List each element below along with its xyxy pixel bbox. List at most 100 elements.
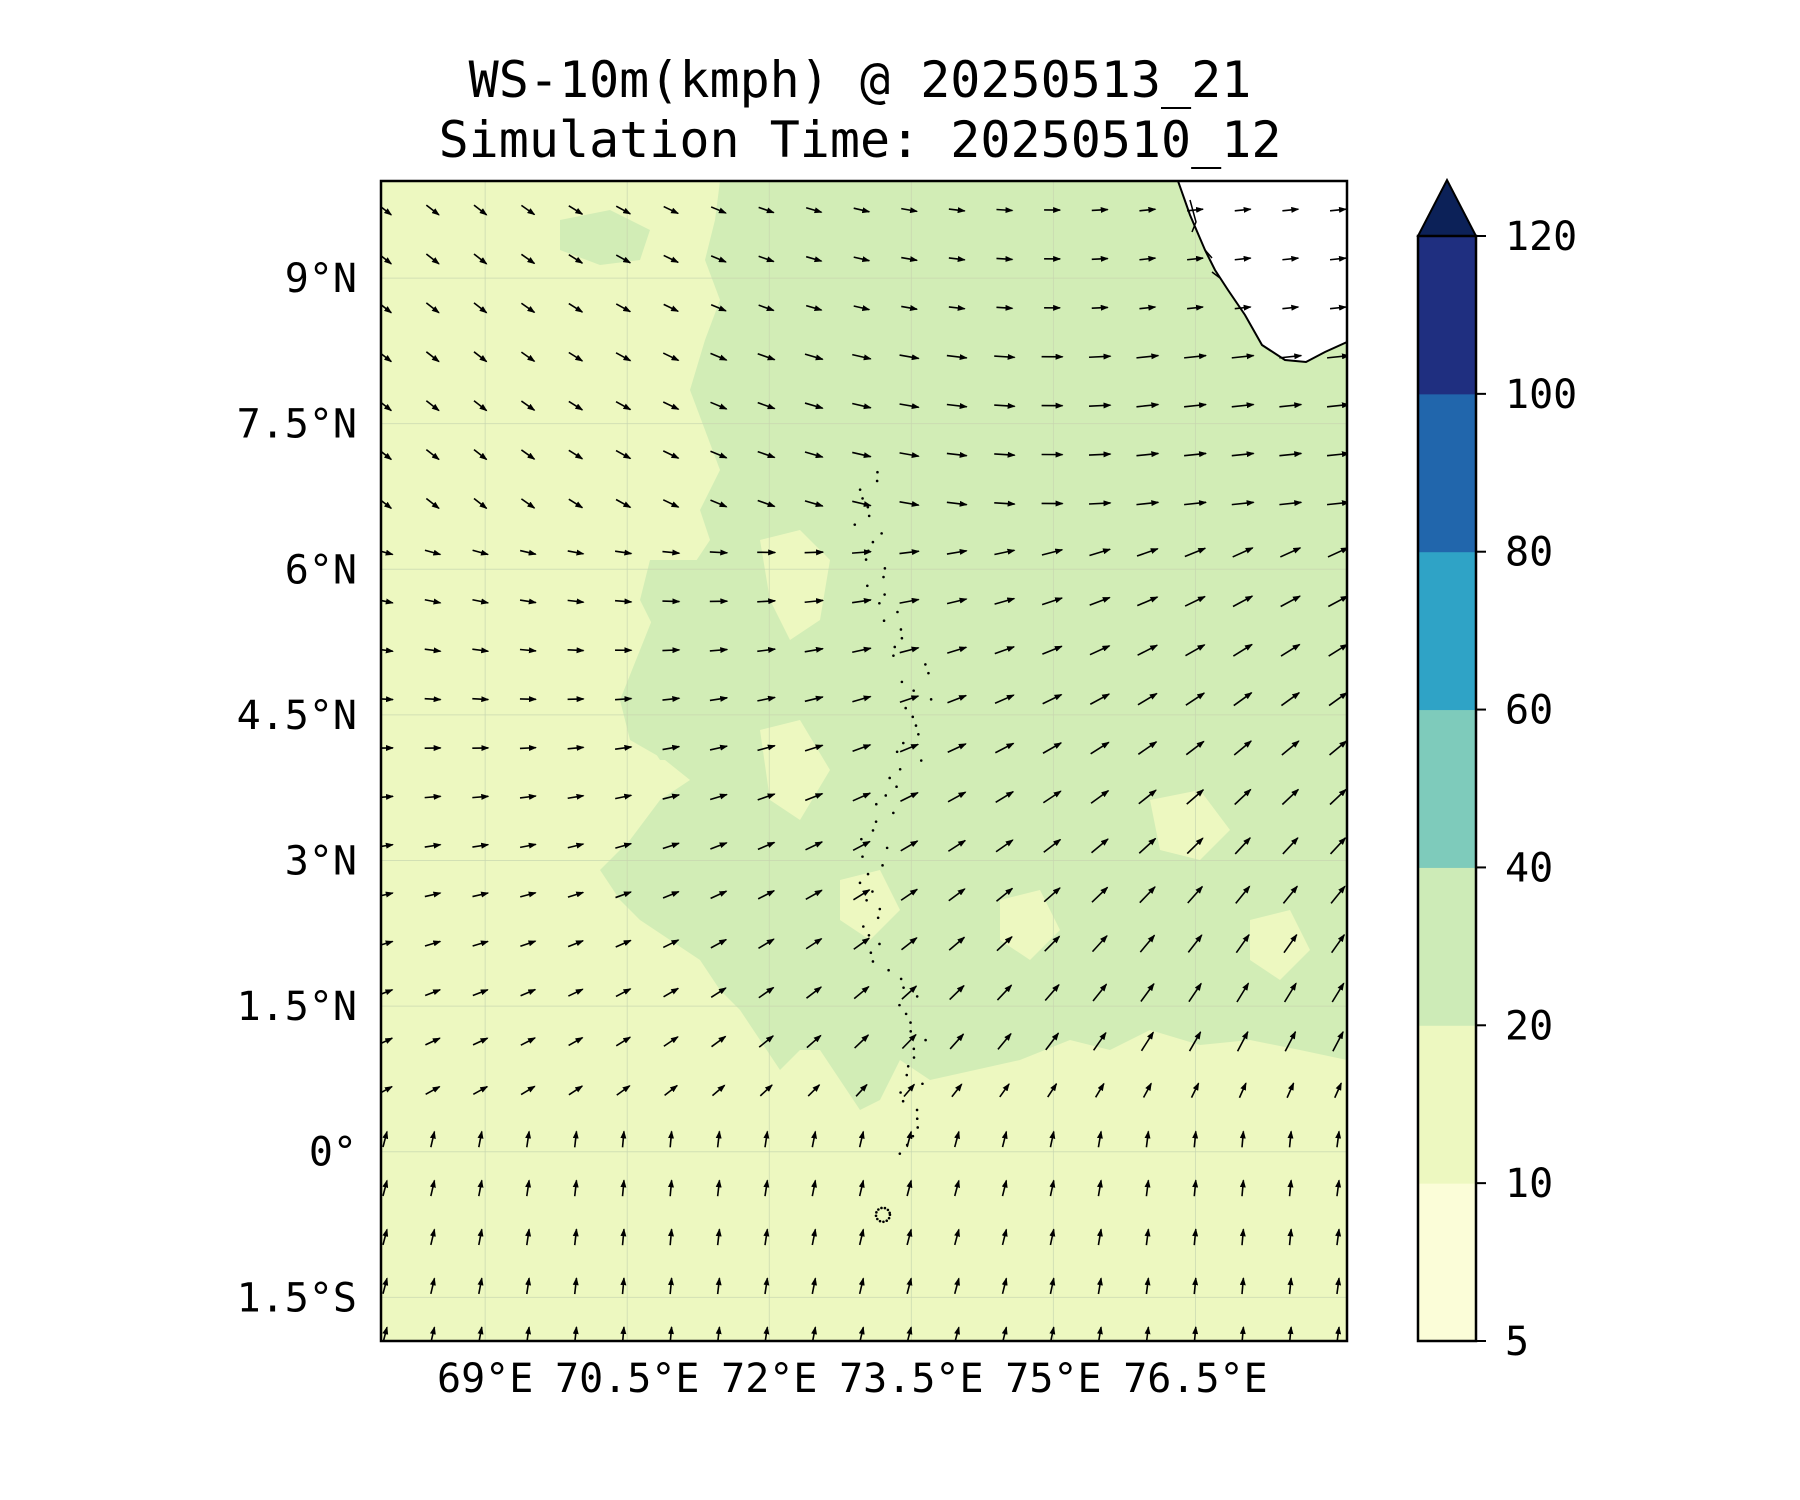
wind-arrow <box>381 549 394 556</box>
contour-band-20-40-west <box>560 210 720 760</box>
wind-arrow <box>381 1085 393 1094</box>
wind-arrow <box>1329 837 1347 855</box>
wind-arrow <box>1090 838 1109 854</box>
wind-arrow <box>710 938 728 949</box>
atoll-dot <box>898 1003 901 1007</box>
atoll-dot <box>917 733 920 736</box>
wind-arrow <box>1332 1030 1344 1052</box>
wind-arrow <box>663 1036 679 1047</box>
wind-arrow <box>1185 644 1206 657</box>
wind-arrow <box>424 793 442 800</box>
wind-arrow <box>858 1277 865 1295</box>
wind-arrow <box>900 937 918 951</box>
wind-arrow <box>709 793 728 801</box>
atoll-dot <box>914 724 918 727</box>
wind-arrow <box>473 449 488 461</box>
wind-arrow <box>1184 547 1207 558</box>
atoll-dot <box>866 872 870 876</box>
wind-arrow <box>620 1228 627 1246</box>
atoll-dot <box>874 820 878 823</box>
atoll-dot <box>900 680 904 684</box>
wind-arrow <box>715 1130 722 1148</box>
wind-arrow <box>1280 547 1302 558</box>
wind-arrow <box>424 696 442 703</box>
wind-arrow <box>757 695 776 702</box>
wind-arrow <box>662 793 681 800</box>
wind-arrow <box>1138 789 1157 805</box>
wind-arrow <box>804 744 824 752</box>
wind-arrow <box>381 842 394 849</box>
wind-arrow <box>1001 1179 1008 1197</box>
atoll-dot <box>911 715 915 719</box>
wind-arrow <box>424 549 442 556</box>
colorbar-segment <box>1418 1183 1476 1342</box>
wind-arrow <box>381 793 394 800</box>
wind-arrow <box>1233 692 1253 707</box>
map-frame <box>379 179 1349 1343</box>
wind-arrow <box>1184 500 1207 507</box>
wind-arrow <box>615 1036 632 1047</box>
title-block: WS-10m(kmph) @ 20250513_21 Simulation Ti… <box>380 50 1340 170</box>
atoll-dot <box>909 1021 912 1024</box>
wind-arrow <box>1090 741 1110 755</box>
wind-arrow <box>382 1130 389 1148</box>
wind-arrow <box>1326 451 1347 458</box>
wind-arrow <box>994 548 1016 556</box>
atoll-dot <box>885 846 889 850</box>
lat-tick-label: 6°N <box>285 547 357 593</box>
wind-arrow <box>1184 353 1207 360</box>
lon-tick-label: 70.5°E <box>555 1356 700 1402</box>
wind-arrow <box>758 206 775 214</box>
atoll-dot <box>909 1030 913 1033</box>
wind-arrow <box>620 1130 627 1148</box>
wind-arrow <box>757 793 776 801</box>
wind-arrow <box>568 988 584 997</box>
wind-arrow <box>662 842 680 850</box>
wind-arrow <box>709 744 729 751</box>
colorbar: 5 10 20 40 60 80 100 120 <box>1416 177 1577 1365</box>
wind-arrow <box>477 1130 484 1148</box>
wind-arrow <box>1283 982 1297 1003</box>
wind-arrow <box>1329 255 1347 262</box>
wind-arrow <box>1138 837 1157 854</box>
wind-arrow <box>996 984 1013 1001</box>
wind-arrow <box>1136 500 1160 507</box>
wind-arrow <box>757 841 776 851</box>
wind-arrow <box>1335 1130 1342 1148</box>
wind-arrow <box>1327 595 1347 608</box>
wind-arrow <box>757 598 777 605</box>
wind-arrow <box>899 500 920 507</box>
wind-arrow <box>472 696 490 703</box>
wind-arrow <box>473 497 488 510</box>
wind-arrow <box>662 890 680 899</box>
wind-arrow <box>906 1228 913 1246</box>
atoll-dot <box>882 575 885 579</box>
wind-arrow <box>804 402 824 410</box>
wind-arrow <box>757 353 776 361</box>
wind-arrow <box>572 1179 579 1197</box>
wind-arrow <box>804 598 825 605</box>
wind-arrow <box>381 499 393 510</box>
wind-arrow <box>851 597 872 604</box>
wind-arrow <box>995 790 1015 803</box>
wind-arrow <box>472 1085 489 1096</box>
wind-arrow <box>946 354 968 361</box>
wind-arrow <box>1286 1082 1295 1099</box>
wind-arrow <box>757 646 777 653</box>
wind-arrow <box>1140 1031 1154 1052</box>
atoll-dot <box>871 540 875 544</box>
title-line-2: Simulation Time: 20250510_12 <box>438 111 1282 169</box>
atoll-dot <box>892 811 895 815</box>
wind-arrow <box>424 647 442 654</box>
wind-arrow <box>381 450 393 461</box>
atoll-dot <box>874 1214 878 1218</box>
wind-arrow <box>615 205 632 215</box>
atoll-dot <box>876 1217 879 1221</box>
wind-arrow <box>906 1179 913 1197</box>
wind-arrow <box>568 351 584 362</box>
lon-tick-label: 69°E <box>437 1356 533 1402</box>
atoll-dot <box>875 479 879 483</box>
wind-arrow <box>519 549 537 556</box>
wind-arrow <box>1186 789 1205 805</box>
wind-arrow <box>763 1277 770 1295</box>
